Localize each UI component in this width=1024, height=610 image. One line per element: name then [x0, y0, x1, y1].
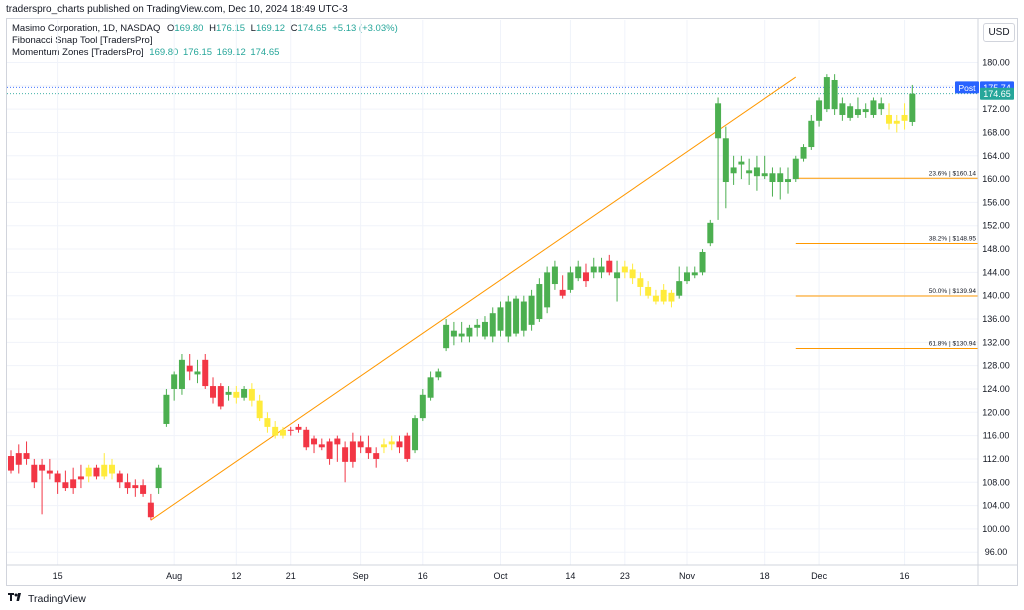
low-value: 169.12: [255, 23, 286, 34]
close-label: C: [290, 23, 298, 34]
indicator-fib-snap[interactable]: Fibonacci Snap Tool [TradersPro]: [12, 35, 153, 46]
open-label: O: [167, 23, 175, 34]
symbol-name: Masimo Corporation, 1D, NASDAQ: [12, 23, 161, 34]
chart-frame: [6, 18, 1018, 586]
low-label: L: [250, 23, 256, 34]
indicator-momentum-zones[interactable]: Momentum Zones [TradersPro] 169.80 176.1…: [12, 47, 279, 59]
symbol-legend[interactable]: Masimo Corporation, 1D, NASDAQ O169.80 H…: [12, 23, 398, 35]
change-value: +5.13 (+3.03%): [332, 23, 398, 34]
tradingview-footer[interactable]: TradingView: [8, 592, 86, 605]
close-value: 174.65: [297, 23, 327, 34]
high-label: H: [209, 23, 216, 34]
tradingview-logo: [8, 592, 24, 605]
open-value: 169.80: [174, 23, 204, 34]
indicator-momentum-name: Momentum Zones [TradersPro]: [12, 47, 144, 58]
currency-button[interactable]: USD: [983, 23, 1015, 42]
high-value: 176.15: [215, 23, 246, 34]
tradingview-brand: TradingView: [28, 592, 86, 605]
indicator-momentum-values: 169.80 176.15 169.12 174.65: [149, 47, 280, 58]
publish-info: traderspro_charts published on TradingVi…: [6, 4, 348, 15]
